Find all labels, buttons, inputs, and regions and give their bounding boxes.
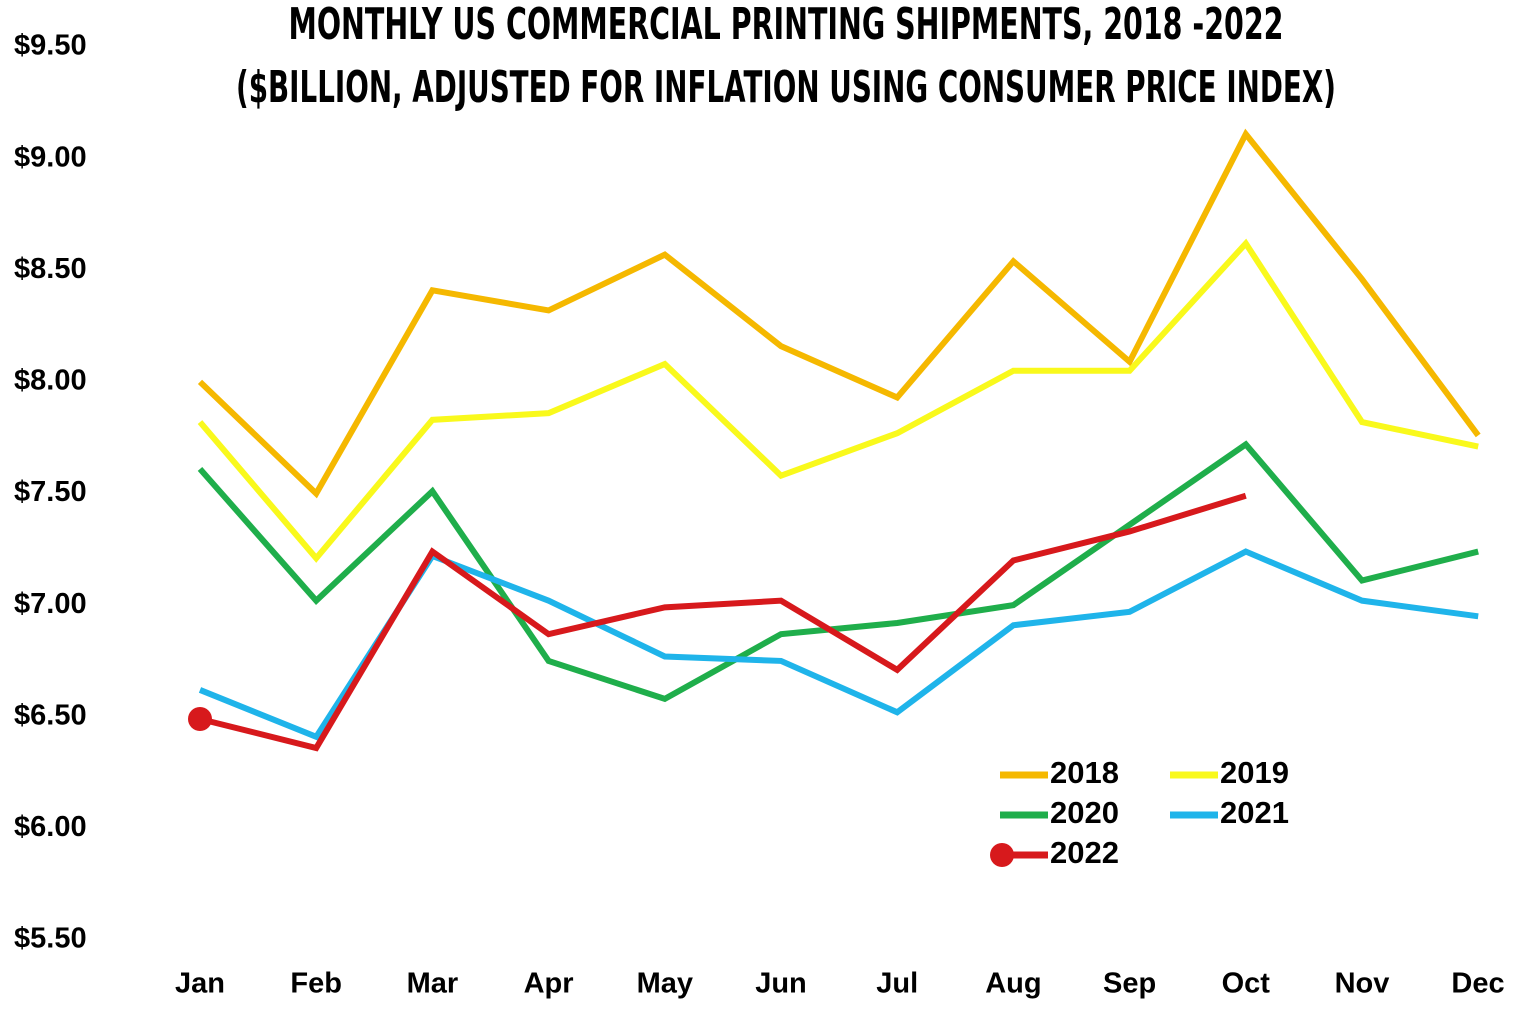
x-tick-label: Dec [1451,968,1504,1000]
x-tick-label: Jun [755,968,807,1000]
x-tick-label: Mar [407,968,459,1000]
y-tick-label: $7.00 [14,588,87,620]
chart-subtitle: ($BILLION, ADJUSTED FOR INFLATION USING … [236,62,1336,113]
legend-label: 2019 [1220,755,1289,790]
y-tick-label: $6.50 [14,699,87,731]
x-tick-label: May [637,968,693,1000]
legend-label: 2021 [1220,795,1289,830]
chart-title: MONTHLY US COMMERCIAL PRINTING SHIPMENTS… [289,0,1284,50]
x-tick-label: Oct [1222,968,1271,1000]
y-tick-label: $6.00 [14,811,87,843]
y-tick-label: $8.00 [14,365,87,397]
y-tick-label: $9.50 [14,30,87,62]
legend-marker [990,843,1014,867]
line [199,492,1247,752]
legend-label: 2020 [1050,795,1119,830]
x-tick-label: Sep [1103,968,1156,1000]
x-tick-label: Apr [524,968,574,1000]
line [197,128,1481,499]
y-tick-label: $8.50 [14,253,87,285]
x-tick-label: Jan [175,968,225,1000]
x-tick-label: Feb [290,968,342,1000]
y-tick-label: $7.50 [14,476,87,508]
point [188,706,212,731]
line [198,548,1479,741]
legend-label: 2018 [1050,755,1119,790]
x-tick-label: Aug [985,968,1041,1000]
y-tick-label: $9.00 [14,141,87,173]
y-tick-label: $5.50 [14,923,87,955]
x-tick-label: Jul [876,968,918,1000]
line [197,440,1479,703]
line [197,238,1479,563]
legend-label: 2022 [1050,835,1119,870]
x-tick-label: Nov [1335,968,1390,1000]
